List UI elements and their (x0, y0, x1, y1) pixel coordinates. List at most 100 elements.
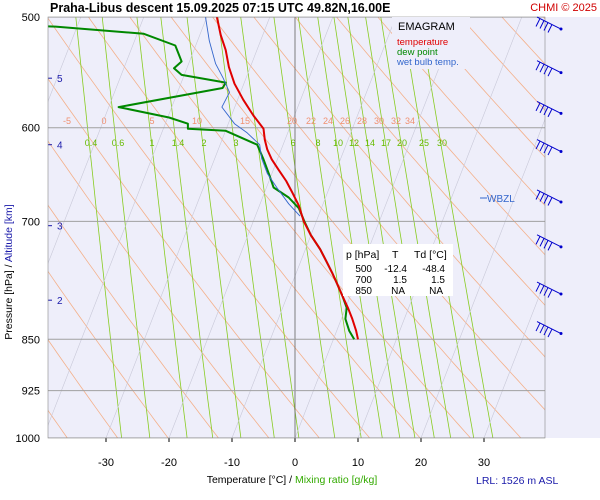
dry-adiabat-label-5: 20 (287, 116, 297, 126)
lrl-label: LRL: 1526 m ASL (476, 475, 558, 487)
wind-barb-flag-3-3 (547, 146, 553, 156)
mixing-ratio-label-6: 6 (290, 138, 295, 148)
mixing-ratio-label-13: 25 (419, 138, 429, 148)
dry-adiabat-label-10: 30 (374, 116, 384, 126)
wbzl-label: WBZL (487, 194, 515, 205)
x-tick-label-5: 20 (415, 457, 427, 469)
wind-barb-flag-3-2 (543, 144, 549, 154)
isotherm-faint-m50 (48, 17, 145, 265)
wind-barb-station-1 (559, 71, 563, 75)
x-axis-title-mix: Mixing ratio [g/kg] (295, 474, 377, 486)
copyright-label: CHMI © 2025 (530, 2, 597, 14)
wet-bulb-curve (205, 17, 301, 217)
summary-row-500-p: 500 (355, 264, 372, 275)
plot-frame (47, 16, 546, 439)
summary-row-850-t: NA (391, 286, 405, 297)
wind-barb-flag-0-2 (543, 22, 549, 31)
isotherm-faint-m10 (231, 17, 397, 438)
wind-barb-flag-4-2 (543, 195, 549, 204)
plot-background (48, 17, 545, 438)
summary-header-p: p [hPa] (346, 249, 379, 261)
mixing-ratio-label-11: 17 (381, 138, 391, 148)
isotherm-faint-m60 (48, 17, 82, 103)
dry-adiabat-label-3: 10 (192, 116, 202, 126)
wind-barb-flag-4-1 (539, 193, 545, 202)
y-axis-title-pressure: Pressure [hPa] (3, 270, 15, 340)
mixing-ratio-line-7 (273, 17, 336, 438)
mixing-ratio-label-4: 2 (201, 138, 206, 148)
wind-barb-flag-3-1 (539, 142, 545, 152)
mixing-ratio-label-9: 12 (349, 138, 359, 148)
dry-adiabat-label-9: 28 (357, 116, 367, 126)
y-axis-title: Pressure [hPa] / Altitude [km] (3, 204, 15, 339)
wind-barb-staff-6 (536, 281, 562, 295)
wind-barb-3 (535, 139, 563, 156)
legend-wet-bulb: wet bulb temp. (396, 57, 459, 68)
x-tick-label-1: -20 (161, 457, 177, 469)
wind-barb-staff-0 (536, 16, 562, 30)
mixing-ratio-label-12: 20 (397, 138, 407, 148)
wind-barb-staff-7 (536, 321, 562, 334)
legend-temperature: temperature (397, 37, 448, 48)
wind-barb-station-3 (559, 150, 563, 154)
x-tick-label-4: 10 (352, 457, 364, 469)
mixing-ratio-line-8 (297, 17, 362, 438)
dry-adiabat-line-4 (48, 339, 119, 438)
wind-barb-flag-1-0 (535, 61, 541, 71)
mixing-ratio-line-6 (240, 17, 300, 438)
dry-adiabat-line-6 (48, 204, 219, 438)
wind-barb-flag-7-0 (535, 322, 541, 332)
wind-barb-staff-4 (536, 189, 562, 203)
wind-barb-flag-6-3 (547, 289, 553, 298)
wind-barb-staff-1 (536, 60, 562, 74)
altitude-tick-label-5: 5 (57, 74, 63, 85)
x-tick-label-0: -30 (98, 457, 114, 469)
wind-strip-background (545, 17, 600, 438)
summary-row-850-td: NA (429, 286, 443, 297)
isotherm-faint-20 (420, 118, 545, 438)
pressure-tick-label-1000: 1000 (16, 433, 40, 445)
dry-adiabat-line-18 (418, 17, 545, 158)
mixing-ratio-label-7: 8 (315, 138, 320, 148)
pressure-tick-label-850: 850 (22, 334, 40, 346)
wind-barb-flag-4-0 (535, 191, 541, 200)
wind-barb-flag-6-0 (535, 283, 541, 292)
wind-barb-flag-2-2 (543, 106, 549, 116)
chart-title: Praha-Libus descent 15.09.2025 07:15 UTC… (50, 1, 390, 15)
temperature-curve (215, 17, 359, 340)
wind-barb-flag-4-3 (547, 197, 553, 206)
svg-text:Pressure [hPa] /: Pressure [hPa] / Altitude [km] (3, 204, 15, 339)
dry-adiabat-line-9 (48, 17, 371, 438)
wind-barb-5 (535, 234, 563, 251)
dry-adiabat-label-1: 0 (101, 116, 106, 126)
wind-barb-1 (535, 60, 563, 77)
summary-header-t: T (392, 249, 399, 261)
wind-barb-flag-1-1 (539, 63, 545, 73)
summary-row-700-p: 700 (355, 275, 372, 286)
dry-adiabat-line-8 (48, 78, 320, 438)
wind-barb-flag-1-2 (543, 65, 549, 75)
pressure-tick-label-500: 500 (22, 12, 40, 24)
wind-barb-flag-3-0 (535, 140, 541, 150)
dry-adiabat-label-7: 24 (323, 116, 333, 126)
wind-barb-flag-5-3 (547, 242, 553, 251)
wind-barb-flag-6-2 (543, 287, 549, 296)
dry-adiabat-label-2: 5 (149, 116, 154, 126)
mixing-ratio-label-0: 0.4 (85, 138, 98, 148)
x-tick-label-3: 0 (292, 457, 298, 469)
y-axis-title-sep: / (3, 262, 15, 267)
altitude-tick-label-4: 4 (57, 141, 63, 152)
dry-adiabat-line-16 (335, 17, 545, 256)
legend-title: EMAGRAM (398, 21, 455, 33)
x-tick-label-6: 30 (478, 457, 490, 469)
mixing-ratio-line-15 (418, 17, 494, 438)
wind-barb-station-7 (559, 332, 563, 336)
summary-row-700-td: 1.5 (431, 275, 445, 286)
dry-adiabat-label-4: 15 (240, 116, 250, 126)
mixing-ratio-label-2: 1 (149, 138, 154, 148)
pressure-tick-label-925: 925 (22, 386, 40, 398)
mixing-ratio-label-8: 10 (333, 138, 343, 148)
dry-adiabat-line-11 (129, 17, 471, 438)
wind-barb-0 (535, 16, 563, 33)
dry-adiabat-line-10 (87, 17, 421, 438)
